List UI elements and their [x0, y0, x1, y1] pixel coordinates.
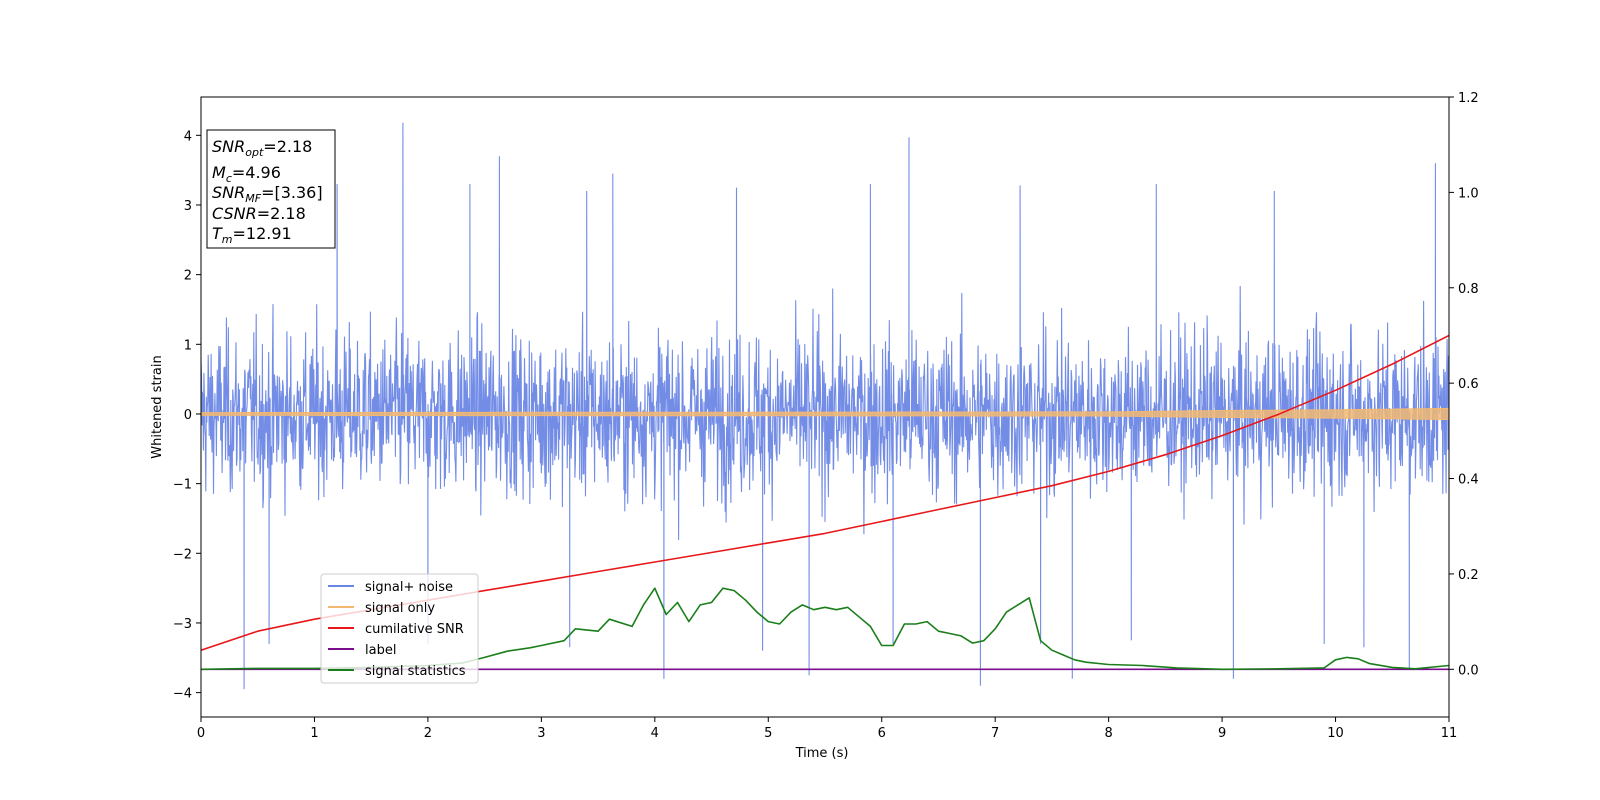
- snr-mf-sub: MF: [245, 192, 261, 205]
- legend-label: signal statistics: [365, 664, 466, 679]
- legend: signal+ noise signal only cumilative SNR la…: [320, 573, 479, 684]
- series-signal-statistics-line: [201, 587, 1449, 671]
- y-tick-label: 4: [184, 129, 192, 144]
- x-axis-label: Time (s): [795, 746, 849, 761]
- y2-tick-label: 0.6: [1458, 377, 1479, 392]
- snr-mf-value: =[3.36]: [261, 183, 323, 202]
- snr-opt-name: SNR: [212, 137, 245, 156]
- y-axis-left: −4 −3 −2 −1 0 1 2 3 4: [173, 129, 201, 702]
- plot-frame: [200, 96, 1450, 718]
- series-signal-noise-line: [201, 122, 1449, 690]
- x-tick-label: 3: [537, 726, 545, 741]
- y2-tick-label: 1.2: [1458, 91, 1479, 106]
- x-tick-label: 1: [310, 726, 318, 741]
- csnr-name: CSNR: [212, 204, 257, 223]
- snr-mf-name: SNR: [212, 183, 245, 202]
- y-tick-label: −1: [173, 478, 192, 493]
- x-tick-label: 6: [878, 726, 886, 741]
- y-tick-label: 1: [184, 338, 192, 353]
- y2-tick-label: 0.4: [1458, 473, 1479, 488]
- y-tick-label: 2: [184, 269, 192, 284]
- mc-name: M: [212, 163, 226, 182]
- snr-opt-sub: opt: [245, 146, 264, 159]
- svg-text:SNRopt=2.18: SNRopt=2.18: [212, 137, 312, 159]
- x-tick-label: 9: [1218, 726, 1226, 741]
- legend-label: signal+ noise: [365, 580, 453, 595]
- y-tick-label: 3: [184, 199, 192, 214]
- y-tick-label: −3: [173, 617, 192, 632]
- svg-text:CSNR=2.18: CSNR=2.18: [212, 204, 306, 223]
- svg-text:SNRMF=[3.36]: SNRMF=[3.36]: [212, 183, 323, 205]
- x-tick-label: 8: [1104, 726, 1112, 741]
- x-tick-label: 7: [991, 726, 999, 741]
- y-axis-label: Whitened strain: [150, 355, 165, 458]
- mc-value: =4.96: [232, 163, 281, 182]
- legend-label: cumilative SNR: [365, 622, 464, 637]
- x-tick-label: 10: [1327, 726, 1344, 741]
- svg-text:Tm=12.91: Tm=12.91: [212, 224, 292, 246]
- y-tick-label: −2: [173, 547, 192, 562]
- legend-label: signal only: [365, 601, 435, 616]
- y2-tick-label: 0.8: [1458, 282, 1479, 297]
- y-tick-label: −4: [173, 687, 192, 702]
- mc-sub: c: [226, 172, 232, 185]
- x-tick-label: 5: [764, 726, 772, 741]
- x-tick-label: 11: [1441, 726, 1458, 741]
- tm-name: T: [212, 224, 223, 243]
- y-axis-right: 0.0 0.2 0.4 0.6 0.8 1.0 1.2: [1449, 91, 1479, 678]
- x-tick-label: 2: [424, 726, 432, 741]
- csnr-value: =2.18: [257, 204, 306, 223]
- snr-opt-value: =2.18: [263, 137, 312, 156]
- x-tick-label: 0: [197, 726, 205, 741]
- y-tick-label: 0: [184, 408, 192, 423]
- y2-tick-label: 0.0: [1458, 663, 1479, 678]
- legend-label: label: [365, 643, 396, 658]
- tm-sub: m: [222, 233, 233, 246]
- annotation-box: SNRopt=2.18 Mc=4.96 SNRMF=[3.36] CSNR=2.…: [206, 129, 336, 249]
- y2-tick-label: 0.2: [1458, 568, 1479, 583]
- x-tick-label: 4: [651, 726, 659, 741]
- tm-value: =12.91: [233, 224, 292, 243]
- x-axis: 0 1 2 3 4 5 6 7 8 9 10 11: [197, 717, 1457, 741]
- y2-tick-label: 1.0: [1458, 186, 1479, 201]
- series-signal-only-band: [201, 407, 1449, 420]
- svg-text:Mc=4.96: Mc=4.96: [212, 163, 281, 185]
